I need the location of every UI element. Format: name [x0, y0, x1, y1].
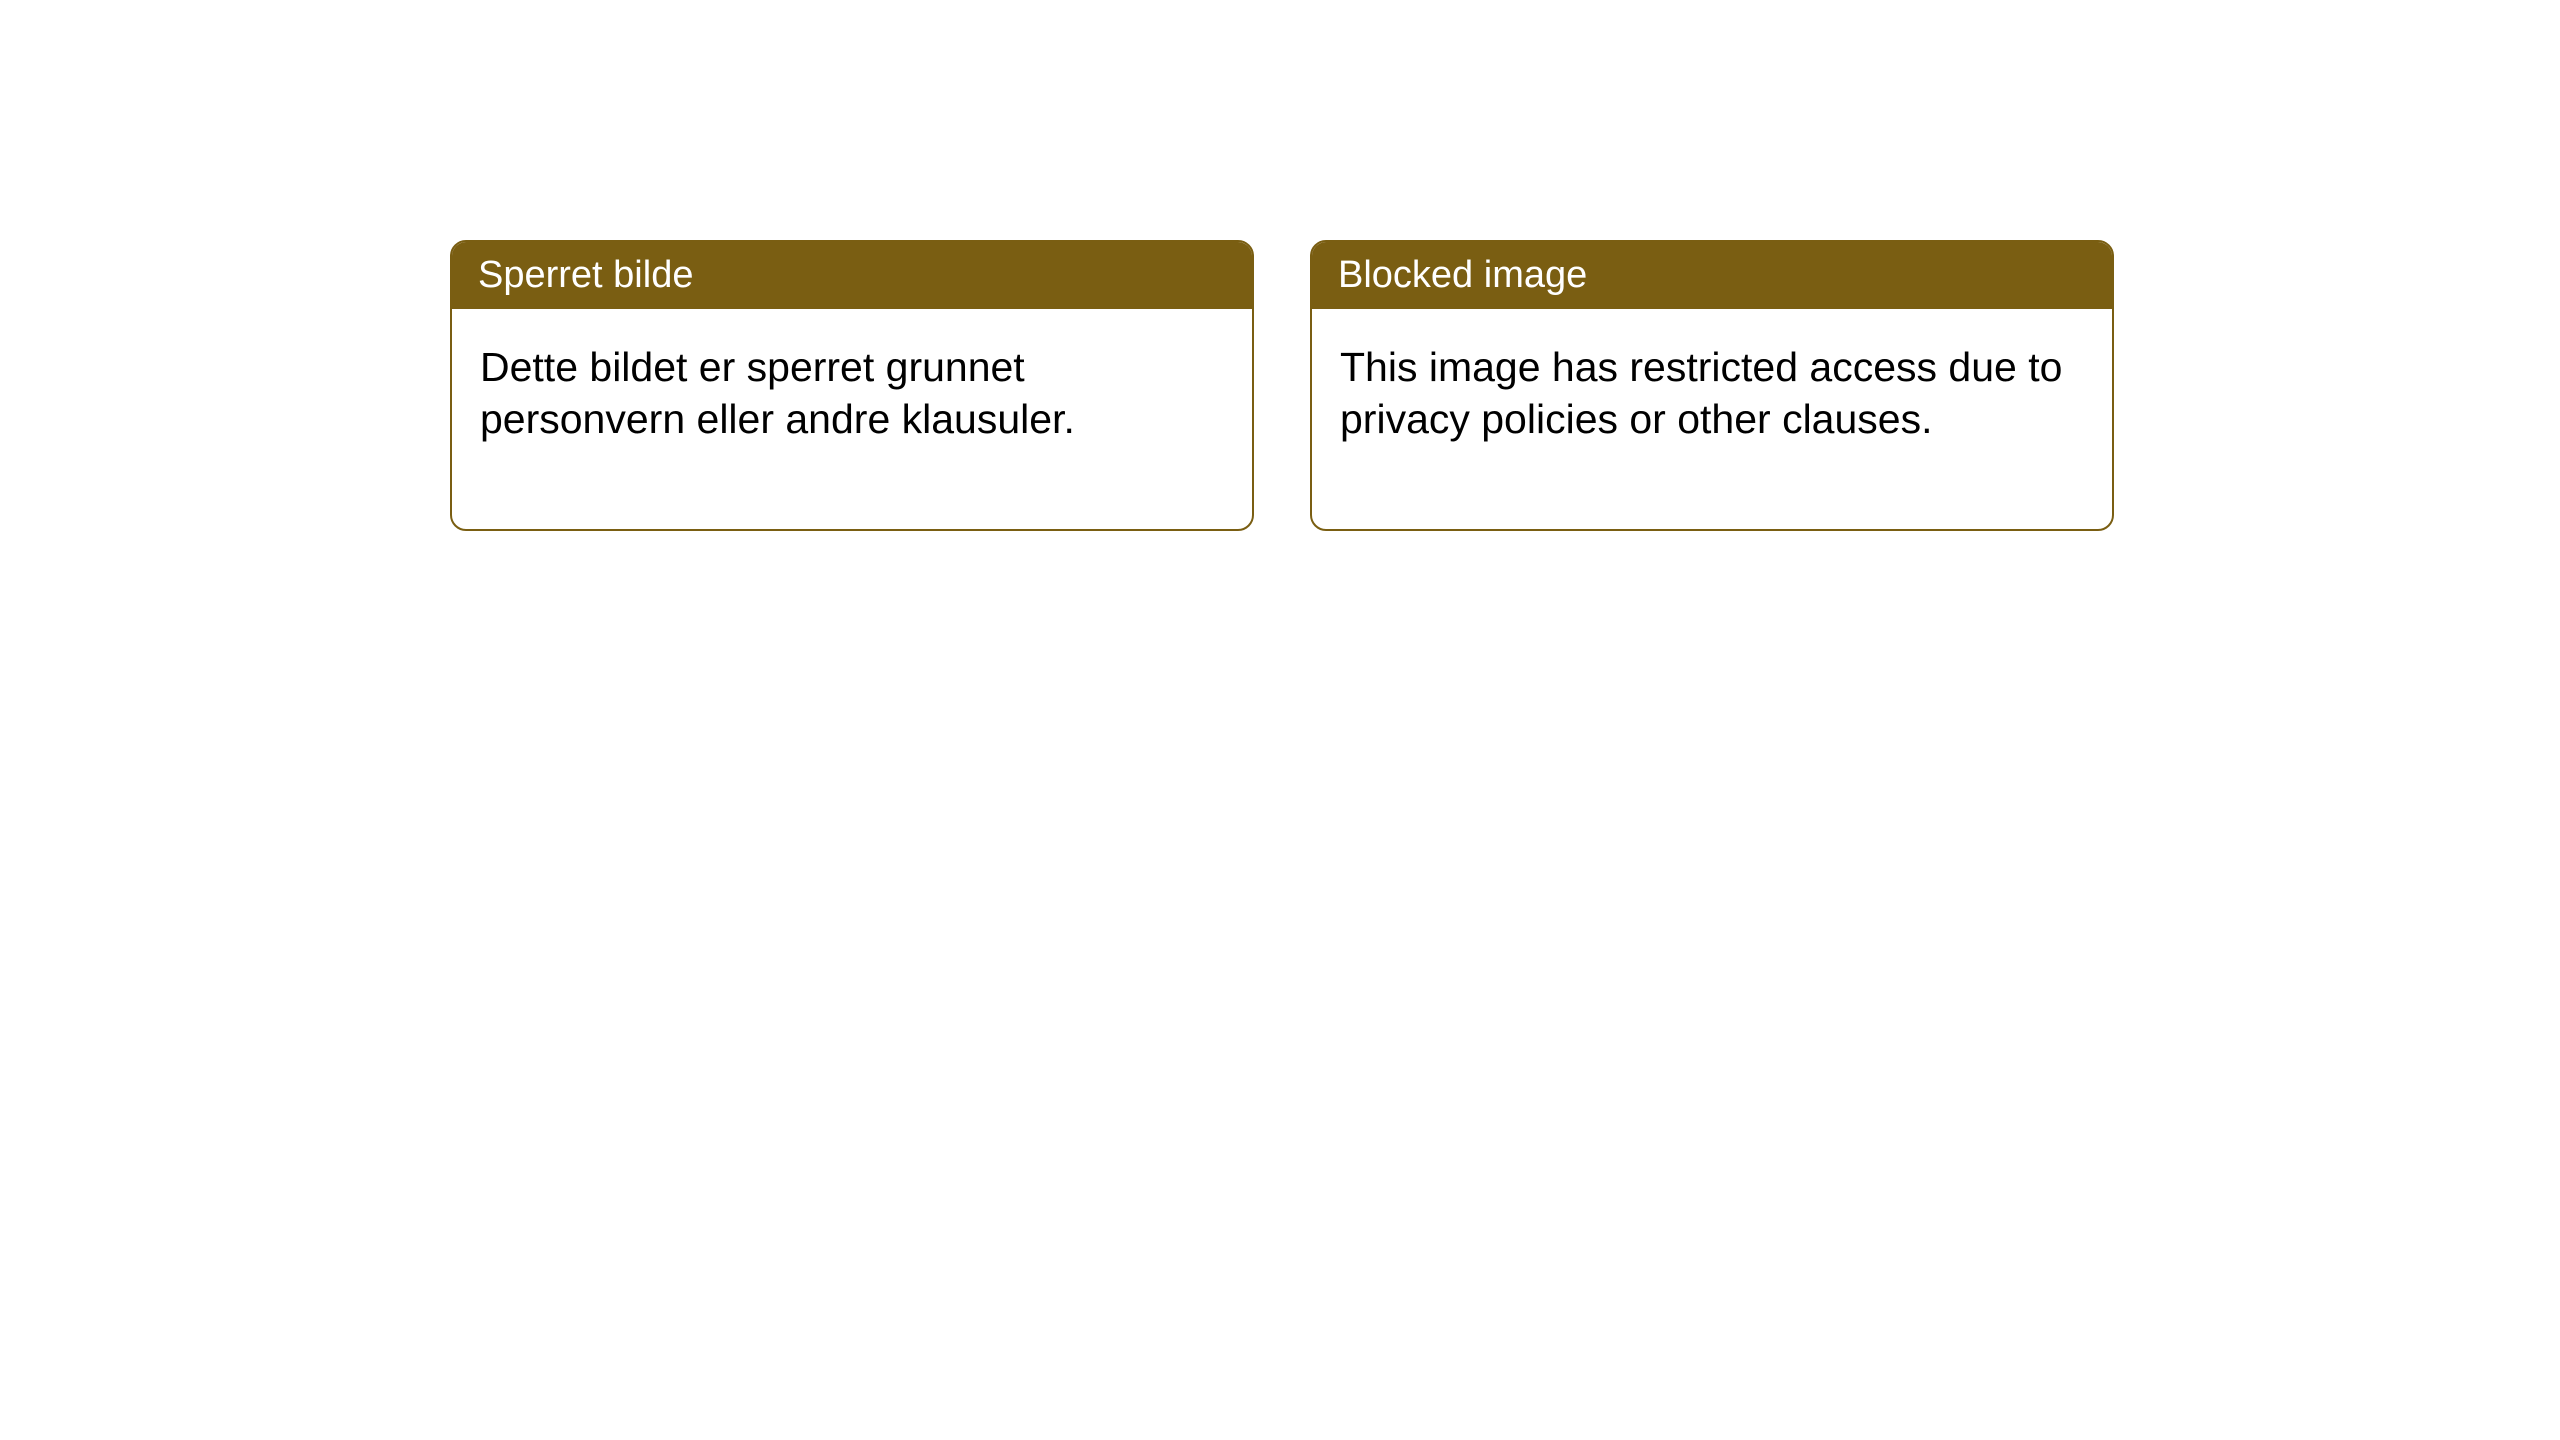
- notice-container: Sperret bilde Dette bildet er sperret gr…: [0, 0, 2560, 531]
- notice-body-norwegian: Dette bildet er sperret grunnet personve…: [452, 309, 1252, 529]
- notice-card-norwegian: Sperret bilde Dette bildet er sperret gr…: [450, 240, 1254, 531]
- notice-title-norwegian: Sperret bilde: [452, 242, 1252, 309]
- notice-body-english: This image has restricted access due to …: [1312, 309, 2112, 529]
- notice-title-english: Blocked image: [1312, 242, 2112, 309]
- notice-card-english: Blocked image This image has restricted …: [1310, 240, 2114, 531]
